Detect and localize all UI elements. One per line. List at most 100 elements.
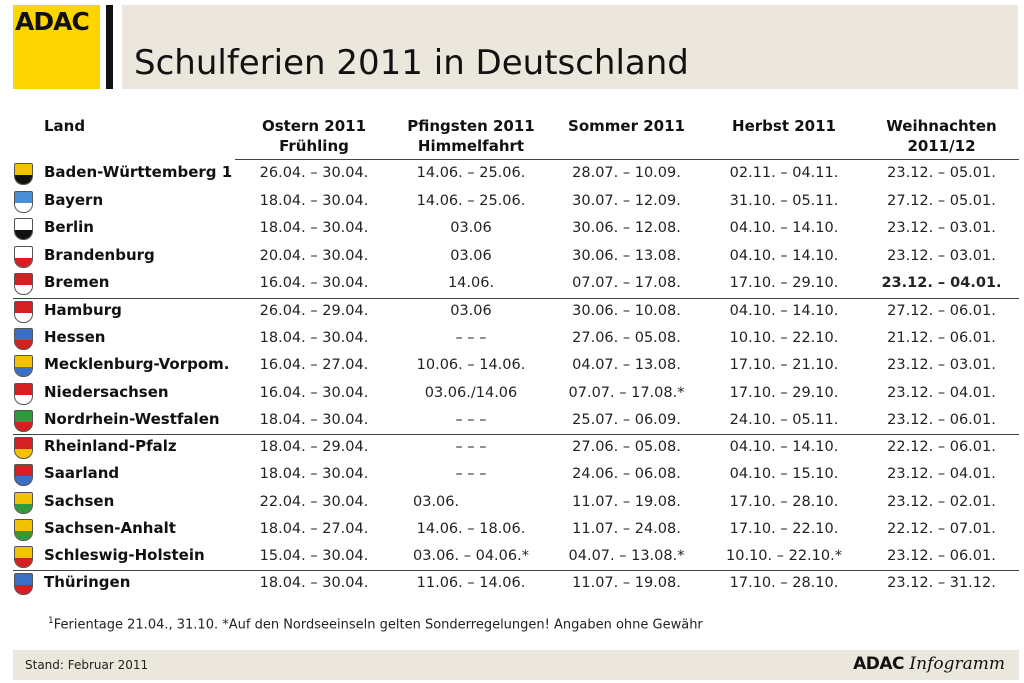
land-name: Brandenburg (44, 246, 155, 264)
land-name: Sachsen-Anhalt (44, 519, 176, 537)
cell-weihnachten: 23.12. – 03.01. (887, 220, 996, 236)
column-header-weihnachten: Weihnachten 2011/12 (886, 117, 997, 155)
cell-herbst: 10.10. – 22.10. (729, 330, 839, 346)
cell-ostern: 18.04. – 30.04. (259, 466, 369, 482)
title-band: Schulferien 2011 in Deutschland (122, 5, 1018, 89)
cell-sommer: 30.06. – 12.08. (572, 220, 681, 236)
crest-band (15, 340, 32, 349)
table-row: Rheinland-Pfalz 18.04. – 29.04. – – – 27.06… (0, 434, 1024, 461)
crest-band (15, 258, 32, 267)
berlin-crest-icon (14, 218, 33, 240)
cell-herbst: 17.10. – 29.10. (729, 275, 839, 291)
land-name: Nordrhein-Westfalen (44, 410, 220, 428)
footnote: 1Ferientage 21.04., 31.10. *Auf den Nord… (48, 616, 703, 633)
cell-pfingsten: 03.06. (413, 494, 460, 510)
table-row: Brandenburg 20.04. – 30.04. 03.06 30.06. – … (0, 243, 1024, 270)
cell-herbst: 04.10. – 15.10. (729, 466, 839, 482)
cell-weihnachten: 23.12. – 02.01. (887, 494, 996, 510)
cell-pfingsten: – – – (455, 439, 487, 455)
saarland-crest-icon (14, 464, 33, 486)
adac-logo: ADAC (13, 5, 100, 89)
cell-sommer: 30.06. – 13.08. (572, 248, 681, 264)
cell-herbst: 17.10. – 29.10. (729, 385, 839, 401)
cell-herbst: 04.10. – 14.10. (729, 220, 839, 236)
table-row: Hamburg 26.04. – 29.04. 03.06 30.06. – 10.0… (0, 298, 1024, 325)
land-name: Sachsen (44, 492, 115, 510)
group-divider (13, 434, 1019, 435)
table-row: Niedersachsen 16.04. – 30.04. 03.06./14.06… (0, 380, 1024, 407)
table-row: Thüringen 18.04. – 30.04. 11.06. – 14.06. 1… (0, 570, 1024, 597)
table-row: Sachsen-Anhalt 18.04. – 27.04. 14.06. – 18… (0, 516, 1024, 543)
cell-ostern: 22.04. – 30.04. (259, 494, 369, 510)
land-name: Rheinland-Pfalz (44, 437, 177, 455)
cell-herbst: 10.10. – 22.10.* (726, 548, 842, 564)
cell-pfingsten: – – – (455, 412, 487, 428)
cell-sommer: 11.07. – 24.08. (572, 521, 681, 537)
header-rule (235, 159, 1019, 160)
footer-band: Stand: Februar 2011 ADAC Infogramm (13, 650, 1019, 680)
cell-sommer: 04.07. – 13.08.* (568, 548, 685, 564)
cell-weihnachten: 23.12. – 06.01. (887, 548, 996, 564)
cell-weihnachten: 23.12. – 31.12. (887, 575, 996, 591)
cell-herbst: 17.10. – 21.10. (729, 357, 839, 373)
column-header-herbst: Herbst 2011 (732, 117, 836, 135)
schleswig-holstein-crest-icon (14, 546, 33, 568)
crest-band (15, 313, 32, 322)
cell-weihnachten: 21.12. – 06.01. (887, 330, 996, 346)
cell-sommer: 25.07. – 06.09. (572, 412, 681, 428)
table-row: Schleswig-Holstein 15.04. – 30.04. 03.06. … (0, 543, 1024, 570)
cell-pfingsten: 03.06 (450, 220, 492, 236)
table-row: Berlin 18.04. – 30.04. 03.06 30.06. – 12.08… (0, 215, 1024, 242)
crest-band (15, 422, 32, 431)
bremen-crest-icon (14, 273, 33, 295)
cell-pfingsten: 14.06. – 18.06. (416, 521, 526, 537)
cell-herbst: 02.11. – 04.11. (729, 165, 839, 181)
cell-pfingsten: 03.06. – 04.06.* (413, 548, 529, 564)
cell-pfingsten: – – – (455, 466, 487, 482)
cell-sommer: 07.07. – 17.08.* (568, 385, 685, 401)
crest-band (15, 230, 32, 239)
brandenburg-crest-icon (14, 246, 33, 268)
cell-pfingsten: 11.06. – 14.06. (416, 575, 526, 591)
cell-herbst: 17.10. – 22.10. (729, 521, 839, 537)
table-row: Bremen 16.04. – 30.04. 14.06. 07.07. – 17.0… (0, 270, 1024, 297)
cell-weihnachten: 23.12. – 04.01. (881, 275, 1002, 291)
cell-ostern: 16.04. – 30.04. (259, 385, 369, 401)
cell-ostern: 15.04. – 30.04. (259, 548, 369, 564)
cell-sommer: 04.07. – 13.08. (572, 357, 681, 373)
sachsen-anhalt-crest-icon (14, 519, 33, 541)
cell-weihnachten: 23.12. – 03.01. (887, 248, 996, 264)
cell-pfingsten: 03.06./14.06 (424, 385, 518, 401)
land-name: Hessen (44, 328, 106, 346)
cell-ostern: 18.04. – 30.04. (259, 220, 369, 236)
nordrhein-westfalen-crest-icon (14, 410, 33, 432)
land-name: Thüringen (44, 573, 131, 591)
cell-weihnachten: 27.12. – 05.01. (887, 193, 996, 209)
logo-divider (106, 5, 113, 89)
land-name: Schleswig-Holstein (44, 546, 205, 564)
table-row: Bayern 18.04. – 30.04. 14.06. – 25.06. 30.0… (0, 188, 1024, 215)
logo-text: ADAC (15, 7, 90, 36)
sachsen-crest-icon (14, 492, 33, 514)
cell-sommer: 27.06. – 05.08. (572, 330, 681, 346)
cell-ostern: 18.04. – 30.04. (259, 330, 369, 346)
cell-sommer: 27.06. – 05.08. (572, 439, 681, 455)
cell-ostern: 18.04. – 30.04. (259, 412, 369, 428)
cell-herbst: 17.10. – 28.10. (729, 494, 839, 510)
crest-band (15, 504, 32, 513)
crest-band (15, 285, 32, 294)
hamburg-crest-icon (14, 301, 33, 323)
bayern-crest-icon (14, 191, 33, 213)
crest-band (15, 558, 32, 567)
land-name: Niedersachsen (44, 383, 169, 401)
land-name: Baden-Württemberg 1 (44, 163, 233, 181)
cell-ostern: 18.04. – 30.04. (259, 193, 369, 209)
crest-band (15, 585, 32, 594)
cell-herbst: 31.10. – 05.11. (729, 193, 839, 209)
crest-band (15, 175, 32, 184)
cell-ostern: 16.04. – 30.04. (259, 275, 369, 291)
adac-infogramm-brand: ADAC Infogramm (853, 654, 1005, 674)
column-header-ostern: Ostern 2011 Frühling (261, 117, 367, 155)
group-divider (13, 570, 1019, 571)
cell-ostern: 18.04. – 30.04. (259, 575, 369, 591)
